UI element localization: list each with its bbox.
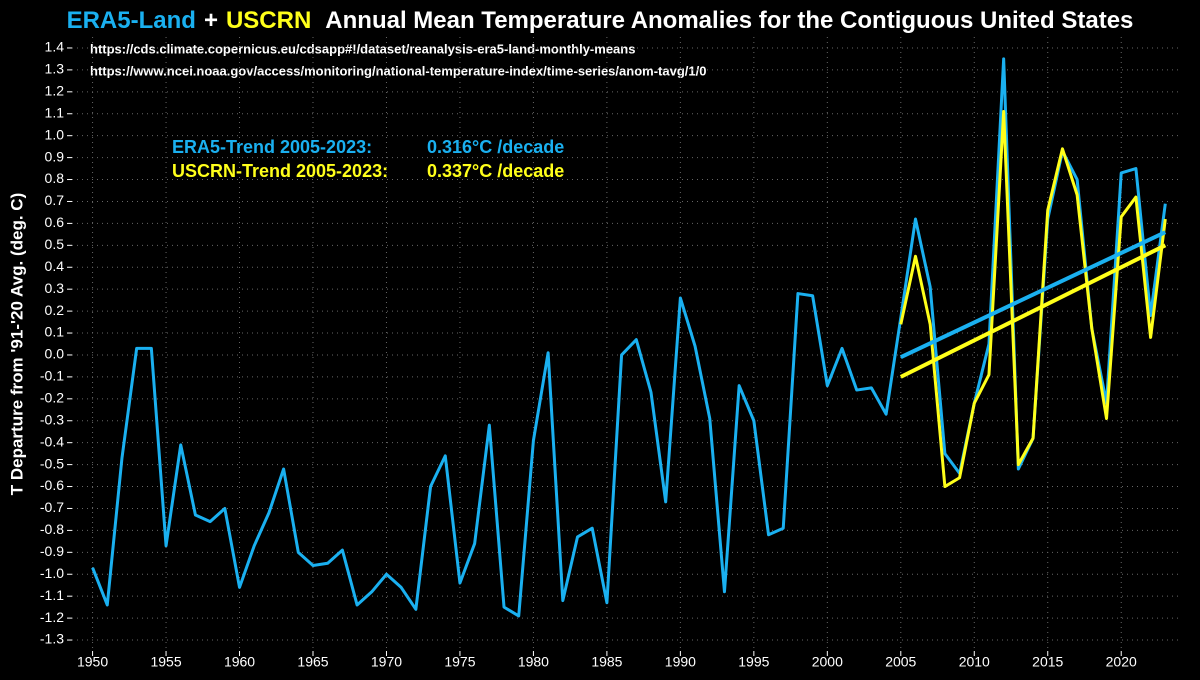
y-tick-label: -0.9	[40, 543, 64, 559]
y-tick-label: 0.2	[45, 302, 65, 318]
x-tick-label: 1980	[518, 654, 549, 670]
y-tick-label: -0.3	[40, 411, 64, 427]
y-tick-label: -1.3	[40, 631, 64, 647]
title-series-name: USCRN	[226, 7, 311, 34]
y-tick-label: -1.0	[40, 565, 64, 581]
x-tick-label: 1970	[371, 654, 402, 670]
x-tick-label: 1975	[444, 654, 475, 670]
y-tick-label: 0.1	[45, 324, 65, 340]
x-tick-label: 1965	[297, 654, 328, 670]
trend-line	[899, 243, 1167, 379]
title-series-name: ERA5-Land	[67, 7, 196, 34]
x-tick-label: 1950	[77, 654, 108, 670]
y-tick-label: -0.6	[40, 477, 64, 493]
x-tick-label: 2015	[1032, 654, 1063, 670]
x-tick-label: 1985	[591, 654, 622, 670]
source: https://www.ncei.noaa.gov/access/monitor…	[90, 63, 706, 78]
y-tick-label: -0.4	[40, 433, 64, 449]
x-tick-label: 2005	[885, 654, 916, 670]
annotation-value: 0.337°C /decade	[427, 161, 564, 181]
y-tick-label: -0.1	[40, 368, 64, 384]
x-tick-label: 2000	[812, 654, 843, 670]
y-tick-label: 0.0	[45, 346, 65, 362]
data-line	[91, 57, 1167, 618]
y-tick-label: 0.8	[45, 170, 65, 186]
y-tick-label: 0.5	[45, 236, 65, 252]
y-tick-label: 0.6	[45, 214, 65, 230]
x-tick-label: 1990	[665, 654, 696, 670]
y-tick-label: 1.4	[45, 39, 65, 55]
y-tick-label: -0.7	[40, 499, 64, 515]
y-tick-label: 0.3	[45, 280, 65, 296]
y-tick-label: -0.5	[40, 455, 64, 471]
title-join: +	[204, 7, 218, 34]
y-tick-label: 1.1	[45, 104, 65, 120]
y-tick-label: -0.8	[40, 521, 64, 537]
y-tick-label: 0.4	[45, 258, 65, 274]
trend-line	[899, 230, 1167, 359]
y-tick-label: 1.2	[45, 83, 65, 99]
y-tick-label: 0.9	[45, 148, 65, 164]
x-tick-label: 2020	[1106, 654, 1137, 670]
chart-title: ERA5-Land + USCRN Annual Mean Temperature A…	[67, 7, 1134, 34]
x-tick-label: 1995	[738, 654, 769, 670]
title-text: Annual Mean Temperature Anomalies for th…	[325, 7, 1133, 34]
x-tick-label: 1955	[150, 654, 181, 670]
y-tick-label: -1.2	[40, 609, 64, 625]
y-tick-label: 1.3	[45, 61, 65, 77]
y-tick-label: -0.2	[40, 390, 64, 406]
annotation-value: 0.316°C /decade	[427, 137, 564, 157]
x-tick-label: 2010	[959, 654, 990, 670]
annotation-label: USCRN-Trend 2005-2023:	[172, 161, 388, 181]
y-tick-label: 1.0	[45, 126, 65, 142]
data-line	[899, 110, 1167, 489]
y-tick-label: 0.7	[45, 192, 65, 208]
y-axis-label: T Departure from '91-'20 Avg. (deg. C)	[7, 193, 26, 496]
x-tick-label: 1960	[224, 654, 255, 670]
source: https://cds.climate.copernicus.eu/cdsapp…	[90, 41, 635, 56]
y-tick-label: -1.1	[40, 587, 64, 603]
annotation-label: ERA5-Trend 2005-2023:	[172, 137, 372, 157]
